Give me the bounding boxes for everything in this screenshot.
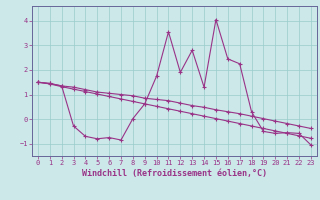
X-axis label: Windchill (Refroidissement éolien,°C): Windchill (Refroidissement éolien,°C) <box>82 169 267 178</box>
